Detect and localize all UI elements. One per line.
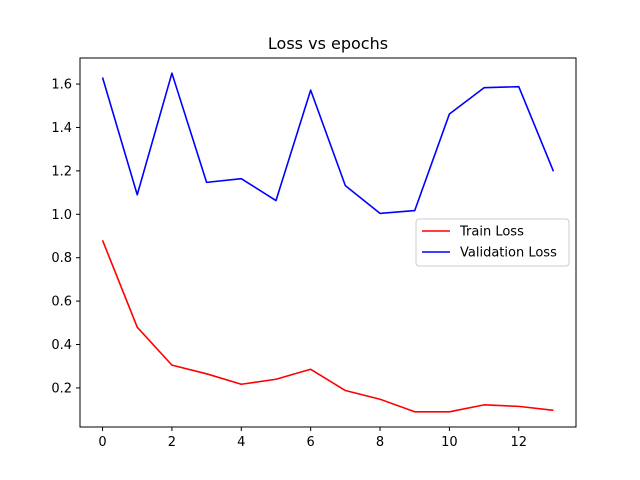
y-tick-label: 0.8 [51, 251, 72, 266]
x-tick-label: 2 [168, 435, 176, 450]
y-tick-label: 0.4 [51, 338, 72, 353]
validation-loss-line [101, 72, 555, 215]
x-tick-label: 12 [510, 435, 527, 450]
y-tick-label: 1.0 [51, 208, 72, 223]
legend-box [415, 218, 570, 267]
plot-series [101, 72, 555, 413]
x-tick-label: 10 [441, 435, 458, 450]
y-tick-label: 1.4 [51, 121, 72, 136]
x-tick-label: 0 [98, 435, 106, 450]
legend: Train Loss Validation Loss [415, 218, 570, 267]
x-axis: 0 2 4 6 8 10 12 [98, 427, 527, 450]
legend-label-train-loss: Train Loss [459, 225, 524, 240]
legend-label-validation-loss: Validation Loss [460, 246, 557, 261]
x-tick-label: 8 [376, 435, 384, 450]
y-tick-label: 1.2 [51, 164, 72, 179]
y-axis: 0.2 0.4 0.6 0.8 1.0 1.2 1.4 1.6 [51, 78, 80, 396]
train-loss-line [101, 240, 554, 413]
chart-title: Loss vs epochs [268, 34, 388, 53]
y-tick-label: 1.6 [51, 78, 72, 93]
plot-frame [79, 57, 577, 428]
x-tick-label: 6 [307, 435, 315, 450]
x-tick-label: 4 [237, 435, 245, 450]
y-tick-label: 0.2 [51, 381, 72, 396]
y-tick-label: 0.6 [51, 295, 72, 310]
